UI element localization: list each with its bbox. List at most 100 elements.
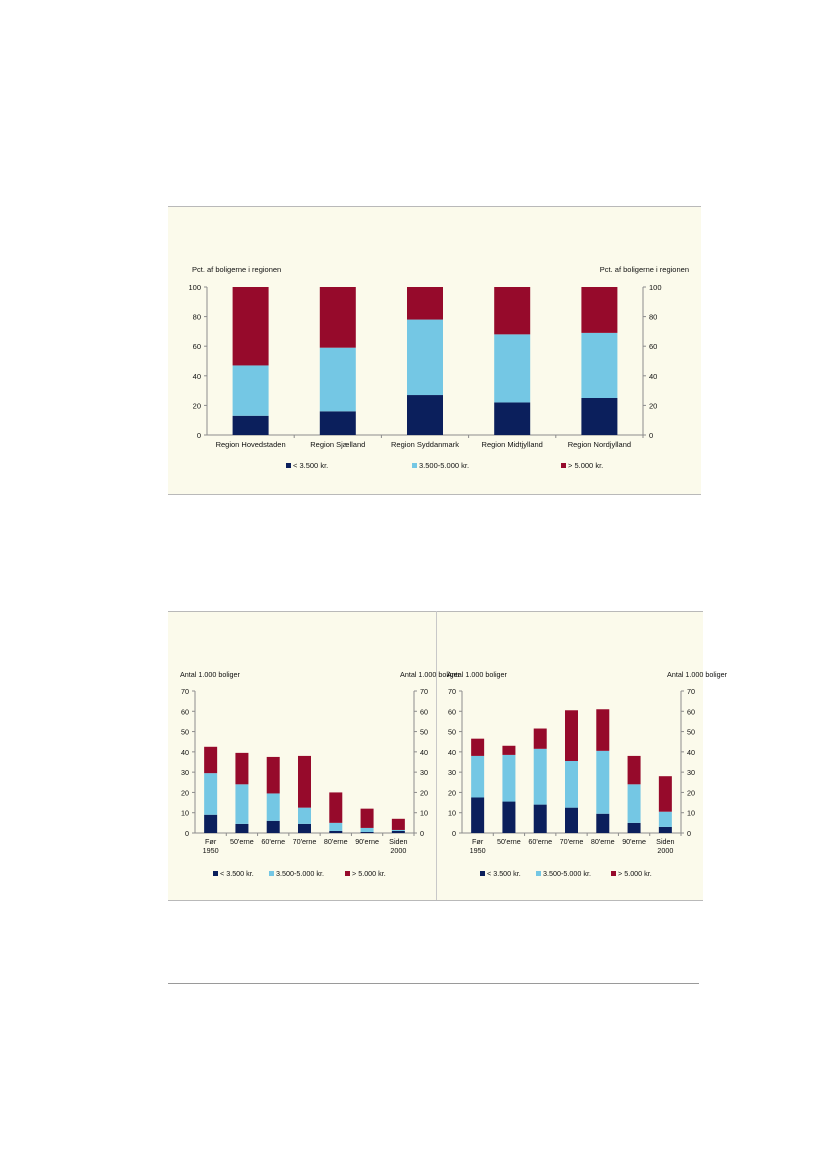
legend-swatch [480,871,485,876]
y-tick-label-right: 10 [420,809,428,818]
y-axis-title-right: Pct. af boligerne i regionen [600,265,689,274]
bar-segment [235,784,249,824]
y-tick-label-left: 60 [193,342,201,351]
chart-2: Antal 1.000 boliger Antal 1.000 boliger 0 0… [180,670,461,878]
bar-segment [329,830,343,833]
bottom-panel-bottom-rule [168,900,703,901]
bar-segment [204,814,218,833]
x-tick-label: 1950 [470,846,486,855]
x-tick-label: 2000 [657,846,673,855]
x-tick-label: Før [205,837,217,846]
bar-segment [232,287,269,366]
x-tick-label: 70'erne [293,837,317,846]
x-tick-label: Siden [656,837,674,846]
y-tick-label-right: 0 [420,829,424,838]
legend-swatch [269,871,274,876]
y-tick-label-right: 20 [687,788,695,797]
bar-segment [471,755,485,798]
x-tick-label: 80'erne [324,837,348,846]
bar-segment [266,793,280,821]
bar-segment [407,319,443,396]
bar-segment [266,756,280,794]
page-footer-rule [168,983,699,984]
legend-swatch [213,871,218,876]
y-tick-label-right: 100 [649,283,662,292]
bar-segment [360,831,374,833]
bar-segment [391,830,405,833]
bar-segment [533,748,547,805]
legend-label: > 5.000 kr. [352,869,386,878]
bar-segment [658,776,672,812]
bar-segment [360,827,374,832]
legend-label: 3.500-5.000 kr. [276,869,324,878]
bar-segment [596,750,610,814]
y-tick-label-right: 0 [649,431,653,440]
bar-segment [533,728,547,749]
y-axis-title-left: Antal 1.000 boliger [180,670,241,679]
bar-segment [298,755,311,808]
bar-segment [596,813,610,833]
legend-swatch [611,871,616,876]
bar-segment [298,807,311,824]
y-tick-label-right: 40 [420,748,428,757]
legend-label: 3.500-5.000 kr. [419,461,469,470]
x-tick-label: 90'erne [622,837,646,846]
y-tick-label-right: 20 [420,788,428,797]
y-tick-label-right: 10 [687,809,695,818]
bar-segment [471,738,485,756]
bar-segment [494,402,531,435]
bar-segment [502,801,516,833]
top-panel-bottom-rule [168,494,701,495]
bar-segment [235,823,249,833]
y-tick-label-right: 0 [687,829,691,838]
y-tick-label-right: 70 [420,687,428,696]
y-tick-label-left: 70 [181,687,189,696]
y-tick-label-right: 70 [687,687,695,696]
bar-segment [658,811,672,827]
bar-segment [658,826,672,833]
y-tick-label-left: 70 [448,687,456,696]
bar-segment [627,784,641,823]
bar-segment [319,347,356,412]
bar-segment [298,823,311,833]
bar-segment [407,395,443,435]
y-tick-label-right: 50 [420,728,428,737]
bar-segment [596,709,610,751]
x-tick-label: 90'erne [355,837,379,846]
bar-segment [471,797,485,833]
chart-1: Pct. af boligerne i regionen Pct. af boli… [188,265,689,470]
legend-swatch [536,871,541,876]
y-tick-label-left: 0 [452,829,456,838]
bar-segment [494,287,531,335]
y-axis-title-left: Antal 1.000 boliger [447,670,508,679]
legend-label: < 3.500 kr. [220,869,254,878]
bar-segment [266,820,280,833]
y-tick-label-left: 60 [448,707,456,716]
y-tick-label-left: 10 [448,809,456,818]
y-tick-label-right: 50 [687,728,695,737]
bottom-charts-panel [168,611,703,900]
x-tick-label: 1950 [203,846,219,855]
y-tick-label-left: 0 [185,829,189,838]
top-panel-top-rule [168,206,701,207]
bar-segment [581,398,618,435]
bar-segment [329,822,343,831]
bar-segment [319,287,356,348]
y-tick-label-right: 60 [687,707,695,716]
y-tick-label-left: 10 [181,809,189,818]
bar-segment [232,365,269,416]
bar-segment [565,710,578,761]
y-tick-label-right: 20 [649,401,657,410]
x-tick-label: 2000 [390,846,406,855]
y-tick-label-left: 20 [193,401,201,410]
bottom-panel-top-rule [168,611,703,612]
y-tick-label-left: 20 [448,788,456,797]
y-tick-label-right: 60 [649,342,657,351]
x-tick-label: 60'erne [261,837,285,846]
bar-segment [581,287,618,333]
y-tick-label-left: 80 [193,313,201,322]
y-tick-label-right: 30 [420,768,428,777]
legend-label: > 5.000 kr. [568,461,603,470]
bar-segment [581,332,618,398]
x-tick-label: 60'erne [528,837,552,846]
